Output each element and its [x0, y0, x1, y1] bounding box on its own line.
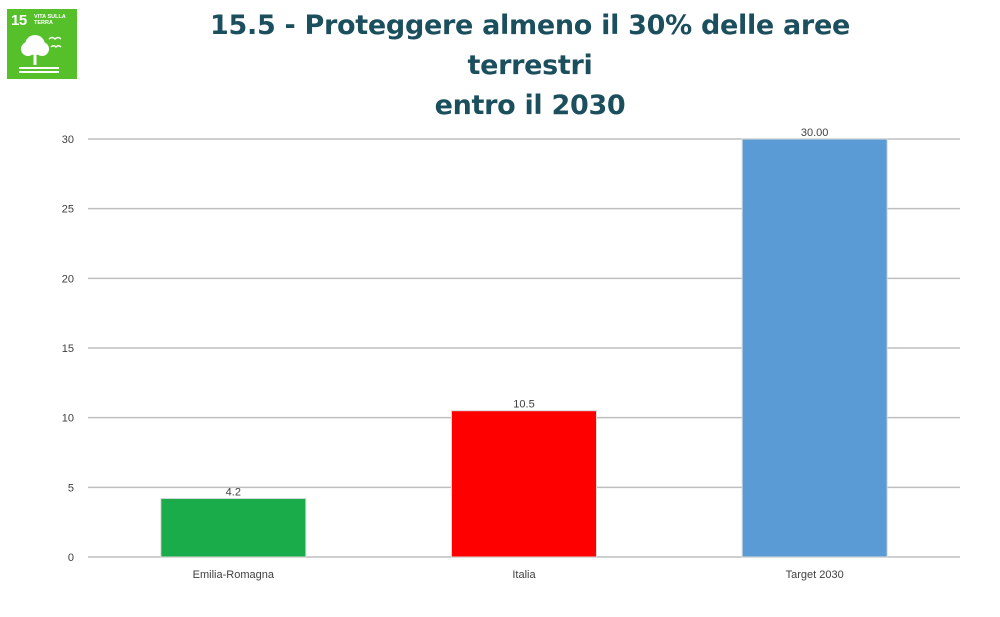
- data-label: 30.00: [801, 127, 829, 139]
- y-tick-label: 25: [62, 204, 74, 216]
- page-title: 15.5 - Proteggere almeno il 30% delle ar…: [150, 6, 910, 126]
- sdg-badge: 15 VITA SULLA TERRA: [7, 9, 77, 79]
- y-tick-label: 20: [62, 273, 74, 285]
- y-tick-label: 10: [62, 413, 74, 425]
- x-category-label: Target 2030: [786, 569, 844, 581]
- x-category-label: Emilia-Romagna: [193, 569, 275, 581]
- y-tick-label: 15: [62, 343, 74, 355]
- bars: [160, 138, 888, 558]
- sdg-number: 15: [11, 12, 27, 29]
- bar: [160, 497, 307, 558]
- y-axis-tick-labels: 0 5 10 15 20 25 30: [62, 134, 74, 564]
- data-label: 10.5: [513, 399, 534, 411]
- title-line-2: entro il 2030: [434, 90, 626, 121]
- x-axis-category-labels: Emilia-Romagna Italia Target 2030: [193, 569, 844, 581]
- x-category-label: Italia: [512, 569, 536, 581]
- y-tick-label: 5: [68, 482, 74, 494]
- title-line-1: 15.5 - Proteggere almeno il 30% delle ar…: [210, 10, 850, 81]
- y-tick-label: 30: [62, 134, 74, 146]
- data-labels: 4.2 10.5 30.00: [226, 127, 829, 498]
- data-label: 4.2: [226, 486, 241, 498]
- tree-icon: [19, 35, 62, 73]
- sdg-label: VITA SULLA TERRA: [34, 14, 66, 26]
- y-tick-label: 0: [68, 552, 74, 564]
- bar: [741, 138, 888, 558]
- bar: [451, 410, 597, 558]
